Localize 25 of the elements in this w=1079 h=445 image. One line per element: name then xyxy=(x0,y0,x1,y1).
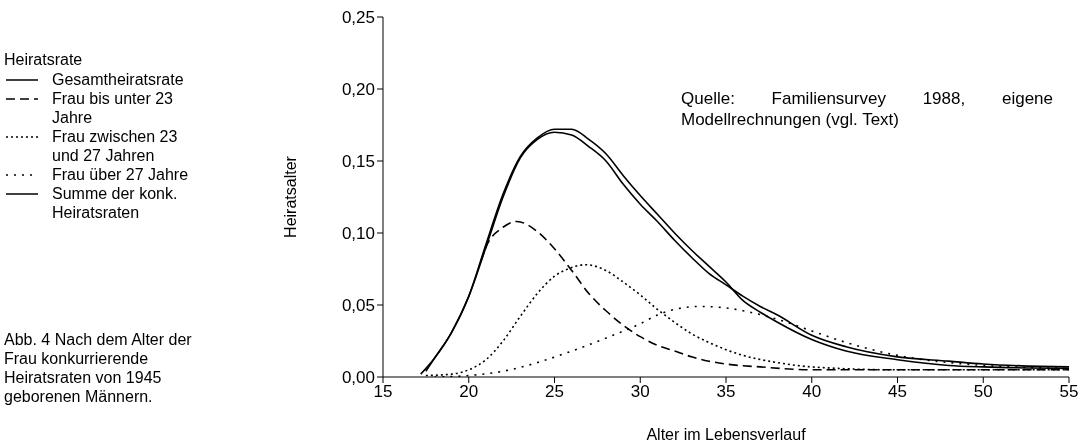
y-tick-label: 0,15 xyxy=(341,152,375,172)
legend-label: Frau über 27 Jahre xyxy=(52,165,190,184)
x-axis-title: Alter im Lebensverlauf xyxy=(646,426,807,443)
x-tick-label: 30 xyxy=(630,382,650,402)
x-tick-label: 40 xyxy=(802,382,822,402)
y-tick-label: 0,05 xyxy=(341,296,375,316)
legend-title: Heiratsrate xyxy=(4,50,84,69)
y-tick-label: 0,20 xyxy=(341,80,375,100)
x-tick-label: 25 xyxy=(545,382,564,402)
x-tick-label: 45 xyxy=(888,382,907,402)
x-tick-label: 15 xyxy=(373,382,393,402)
annotation: Quelle: Familiensurvey 1988, eigene Modellrechnungen (vgl. Text) xyxy=(681,88,1053,130)
x-tick-label: 20 xyxy=(459,382,479,402)
x-tick-label: 55 xyxy=(1059,382,1079,402)
x-tick-label: 50 xyxy=(973,382,993,402)
legend-label: Frau zwischen 23 und 27 Jahren xyxy=(52,127,179,165)
y-axis-title: Heiratsalter xyxy=(281,155,299,238)
legend-label: Frau bis unter 23 Jahre xyxy=(52,89,174,127)
caption: Abb. 4 Nach dem Alter der Frau konkurrierende Heiratsraten von 1945 geborenen Männern. xyxy=(4,330,193,406)
legend-label: Gesamtheiratsrate xyxy=(52,70,185,89)
y-tick-label: 0,10 xyxy=(341,224,375,244)
y-tick-label: 0,00 xyxy=(341,368,375,388)
legend-label: Summe der konk. Heiratsraten xyxy=(52,184,179,222)
x-tick-label: 35 xyxy=(716,382,736,402)
y-tick-label: 0,25 xyxy=(341,8,375,28)
